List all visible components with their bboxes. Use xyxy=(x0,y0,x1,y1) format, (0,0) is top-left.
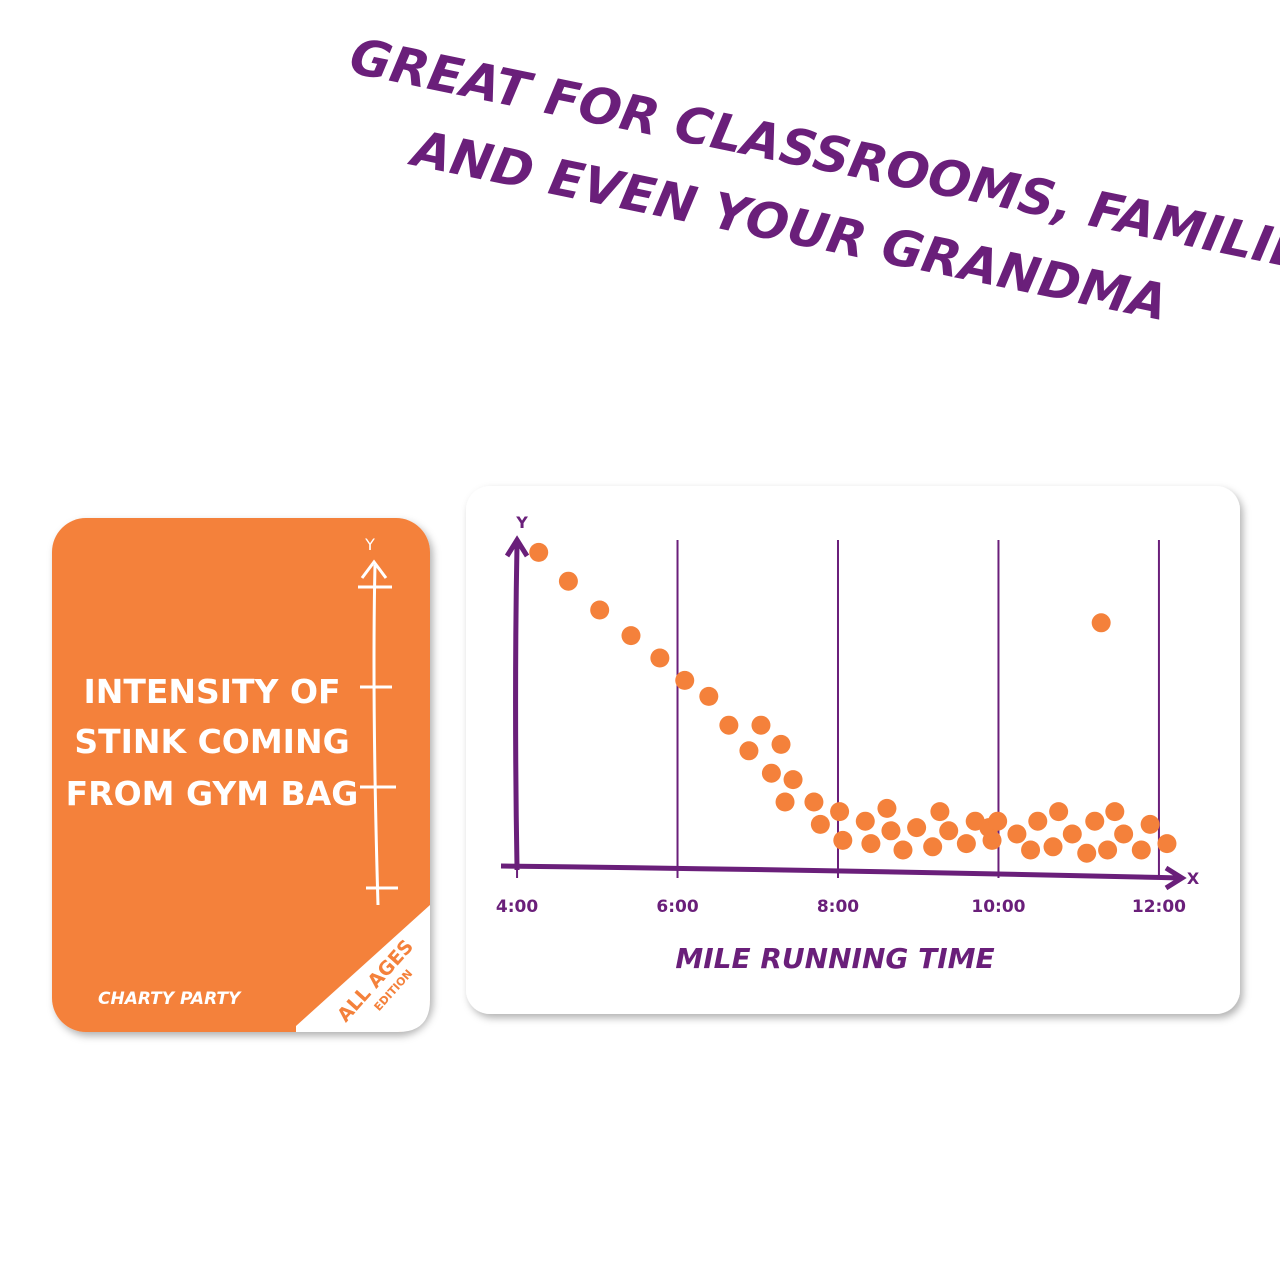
point xyxy=(881,821,901,841)
point xyxy=(1140,814,1160,834)
point xyxy=(1049,802,1069,822)
prompt-line: INTENSITY OF xyxy=(83,672,340,711)
x-tick-label: 8:00 xyxy=(817,897,859,917)
x-tick-label: 10:00 xyxy=(971,897,1025,917)
y-axis xyxy=(504,535,530,871)
point xyxy=(783,770,803,790)
point xyxy=(1028,811,1048,831)
prompt-line: STINK COMING xyxy=(74,722,349,761)
plot: 4:00 6:00 8:00 10:00 12:00 xyxy=(496,535,1187,917)
point xyxy=(1043,837,1063,857)
point xyxy=(558,571,578,591)
x-tick-label: 4:00 xyxy=(496,897,538,917)
point xyxy=(650,648,670,668)
point xyxy=(675,670,695,690)
point xyxy=(1007,824,1027,844)
point xyxy=(982,830,1002,850)
point xyxy=(719,715,739,735)
point xyxy=(830,802,850,822)
axis-letter: Y xyxy=(364,535,375,554)
x-axis-title: MILE RUNNING TIME xyxy=(675,942,994,975)
point xyxy=(761,763,781,783)
point xyxy=(699,686,719,706)
point xyxy=(771,734,791,754)
y-arrow-label: Y xyxy=(515,513,528,532)
point xyxy=(861,834,881,854)
point xyxy=(1062,824,1082,844)
point xyxy=(1105,802,1125,822)
card-axis xyxy=(358,559,398,906)
point xyxy=(893,840,913,860)
point xyxy=(877,798,897,818)
point xyxy=(1021,840,1041,860)
point xyxy=(590,600,610,620)
x-axis xyxy=(500,863,1187,891)
point xyxy=(956,834,976,854)
x-tick-label: 6:00 xyxy=(656,897,698,917)
headline: GREAT FOR CLASSROOMS, FAMILIES, AND EVEN… xyxy=(345,27,1280,332)
point xyxy=(1091,613,1111,633)
point xyxy=(739,741,759,761)
x-arrow-label: X xyxy=(1187,869,1200,888)
point xyxy=(907,818,927,838)
point xyxy=(1085,811,1105,831)
edition-corner xyxy=(296,905,430,1032)
brand: CHARTY PARTY xyxy=(98,989,242,1009)
point xyxy=(1157,834,1177,854)
point xyxy=(529,542,549,562)
prompt-line: FROM GYM BAG xyxy=(66,774,359,813)
card-face xyxy=(466,486,1240,1014)
chart-card xyxy=(466,486,1240,1014)
point xyxy=(939,821,959,841)
prompt-card xyxy=(52,518,430,1032)
point xyxy=(621,626,641,646)
point xyxy=(988,811,1008,831)
point xyxy=(1114,824,1134,844)
point xyxy=(1131,840,1151,860)
point xyxy=(930,802,950,822)
card-face xyxy=(52,518,430,1032)
point xyxy=(923,837,943,857)
point xyxy=(810,814,830,834)
point xyxy=(775,792,795,812)
point xyxy=(855,811,875,831)
point xyxy=(751,715,771,735)
point xyxy=(1098,840,1118,860)
point xyxy=(833,830,853,850)
point xyxy=(1077,843,1097,863)
point xyxy=(804,792,824,812)
x-tick-label: 12:00 xyxy=(1132,897,1186,917)
